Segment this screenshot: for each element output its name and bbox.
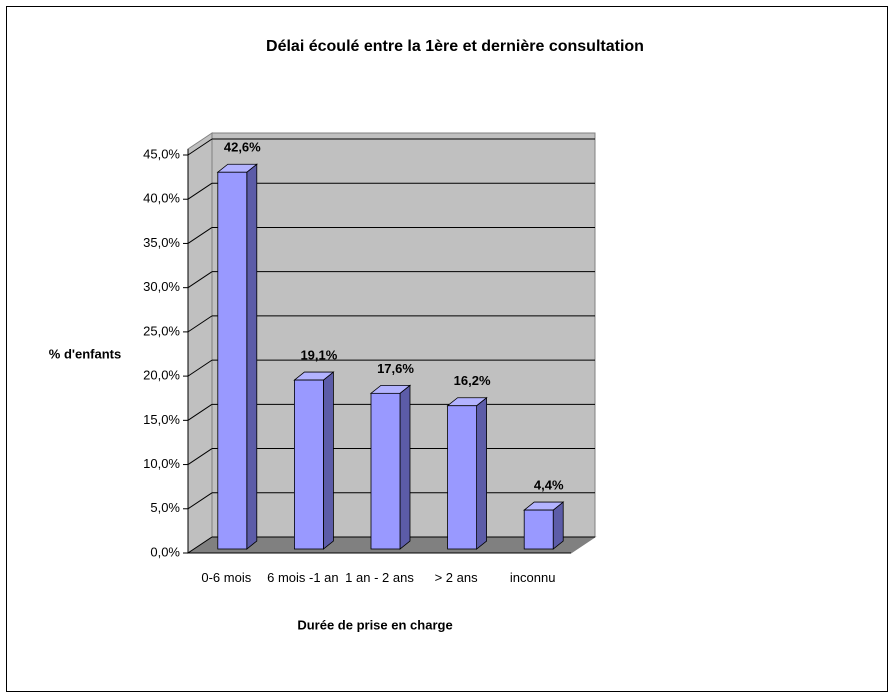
grid-line-side bbox=[187, 492, 213, 510]
data-label: 4,4% bbox=[534, 478, 564, 493]
y-tick-label: 40,0% bbox=[143, 191, 180, 206]
data-label: 17,6% bbox=[377, 361, 414, 376]
bar bbox=[217, 171, 248, 550]
grid-line-side bbox=[187, 315, 213, 333]
y-axis-title: % d'enfants bbox=[49, 346, 121, 361]
y-tick-label: 25,0% bbox=[143, 323, 180, 338]
y-tick-label: 45,0% bbox=[143, 146, 180, 161]
bar bbox=[447, 405, 478, 550]
x-tick-label: 0-6 mois bbox=[201, 570, 252, 585]
bar-side bbox=[322, 371, 334, 550]
side-wall bbox=[187, 132, 213, 554]
data-label: 19,1% bbox=[300, 348, 337, 363]
y-tick-label: 10,0% bbox=[143, 456, 180, 471]
grid-line-side bbox=[187, 403, 213, 421]
y-tick-label: 30,0% bbox=[143, 279, 180, 294]
x-tick-label: inconnu bbox=[509, 570, 556, 585]
y-tick-label: 15,0% bbox=[143, 412, 180, 427]
bar bbox=[370, 392, 401, 550]
x-tick-label: > 2 ans bbox=[434, 570, 478, 585]
bar-side bbox=[399, 384, 411, 550]
x-tick-label: 6 mois -1 an bbox=[267, 570, 339, 585]
y-tick-label: 20,0% bbox=[143, 368, 180, 383]
y-tick-label: 5,0% bbox=[150, 500, 180, 515]
x-tick-label: 1 an - 2 ans bbox=[345, 570, 414, 585]
grid-line-side bbox=[187, 138, 213, 156]
bar bbox=[293, 379, 324, 550]
grid-line-side bbox=[187, 271, 213, 289]
bar-side bbox=[246, 163, 258, 550]
bar bbox=[523, 509, 554, 550]
bar-side bbox=[476, 396, 488, 550]
x-axis-title: Durée de prise en charge bbox=[297, 617, 452, 632]
data-label: 42,6% bbox=[224, 140, 261, 155]
data-label: 16,2% bbox=[454, 373, 491, 388]
y-tick-label: 35,0% bbox=[143, 235, 180, 250]
grid-line-side bbox=[187, 359, 213, 377]
chart-title: Délai écoulé entre la 1ère et dernière c… bbox=[266, 38, 644, 55]
grid-line-side bbox=[187, 182, 213, 200]
grid-line-side bbox=[187, 227, 213, 244]
grid-line-side bbox=[187, 536, 213, 554]
y-tick-label: 0,0% bbox=[150, 544, 180, 559]
grid-line-side bbox=[187, 448, 213, 465]
